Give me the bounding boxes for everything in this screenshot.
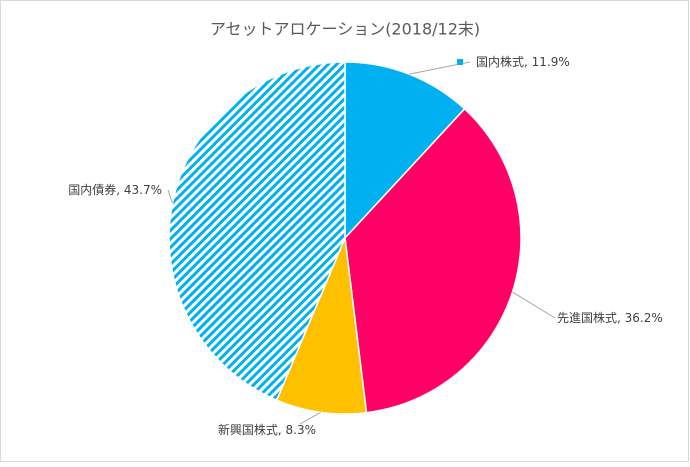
pie-slice [344,107,522,414]
label-value: 11.9% [532,55,570,69]
leader-line [167,189,173,204]
label-value: 43.7% [124,183,162,197]
data-label: 国内債券, 43.7% [68,182,162,197]
label-category: 国内債券 [68,182,116,197]
pie-slice [275,235,368,415]
label-separator: , [617,311,625,325]
data-label: 先進国株式, 36.2% [557,310,663,325]
pie-slice [344,61,466,240]
leader-line [299,411,322,425]
label-separator: , [524,55,532,69]
label-separator: , [116,183,124,197]
label-value: 8.3% [286,423,317,437]
data-label: 新興国株式, 8.3% [218,422,316,437]
leader-line [512,291,556,319]
label-category: 国内株式 [476,54,524,69]
legend-key [457,59,463,65]
label-value: 36.2% [625,311,663,325]
label-separator: , [278,423,286,437]
label-category: 新興国株式 [218,422,278,437]
label-category: 先進国株式 [557,310,617,325]
chart-title: アセットアロケーション(2018/12末) [210,20,480,39]
data-label: 国内株式, 11.9% [476,54,570,69]
